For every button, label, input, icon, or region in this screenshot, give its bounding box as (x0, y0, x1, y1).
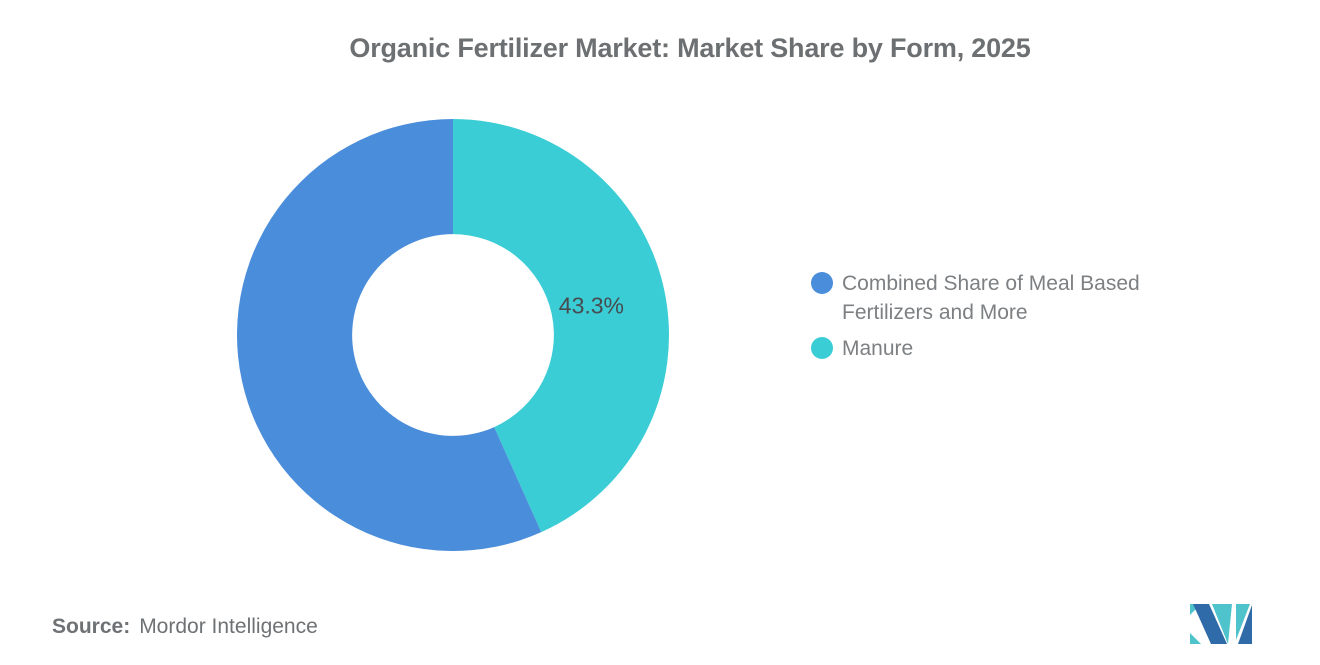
mordor-intelligence-logo (1190, 600, 1252, 644)
logo-shape-middle-wedge (1212, 604, 1232, 644)
source-text: Mordor Intelligence (139, 615, 318, 638)
mordor-logo-svg (1190, 604, 1252, 644)
source-label: Source: (52, 615, 131, 638)
logo-shape-bottom-left-triangle (1190, 633, 1201, 644)
logo-shape-right-top-triangle (1236, 604, 1250, 640)
logo-shape-right-bottom-triangle (1238, 605, 1252, 644)
legend-item-combined-share[interactable]: Combined Share of Meal Based Fertilizers… (811, 269, 1213, 327)
donut-chart: 43.3% (237, 119, 669, 551)
legend-swatch-manure (811, 337, 833, 359)
donut-data-label: 43.3% (559, 292, 624, 318)
legend-label-combined-share: Combined Share of Meal Based Fertilizers… (842, 272, 1140, 324)
source-line: Source: Mordor Intelligence (52, 615, 318, 639)
donut-svg: 43.3% (237, 119, 669, 551)
legend: Combined Share of Meal Based Fertilizers… (811, 269, 1213, 370)
legend-item-manure[interactable]: Manure (811, 334, 1213, 363)
legend-label-manure: Manure (842, 337, 914, 360)
logo-shape-left-diagonal-band (1193, 604, 1227, 644)
chart-title: Organic Fertilizer Market: Market Share … (349, 33, 1031, 63)
donut-slice-combined-share-of-meal-based-fertilizers-and-more[interactable] (237, 119, 542, 551)
donut-slice-manure[interactable] (453, 119, 669, 533)
legend-swatch-combined-share (811, 272, 833, 294)
